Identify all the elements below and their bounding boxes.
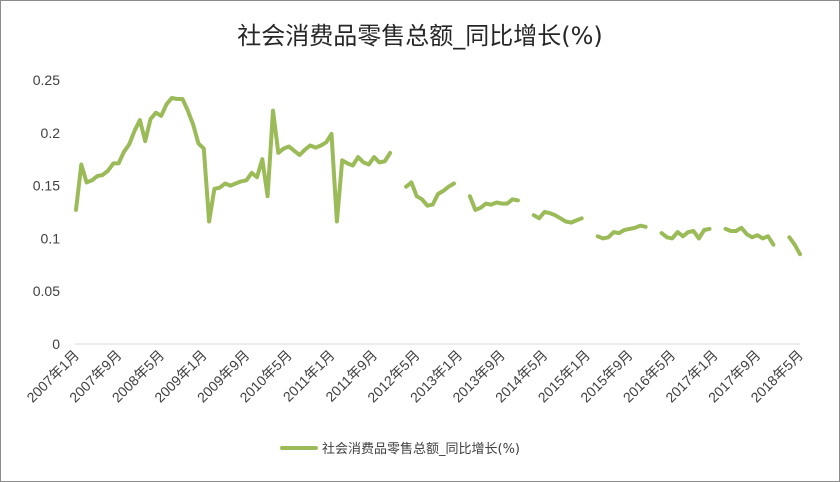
legend: 社会消费品零售总额_同比增长(%)	[280, 441, 520, 457]
y-tick-label: 0.25	[33, 72, 60, 88]
series-line-segment	[531, 210, 584, 225]
series-line-segment	[787, 235, 802, 257]
y-tick-label: 0.2	[41, 125, 61, 141]
x-axis: 2007年1月2007年9月2008年5月2009年1月2009年9月2010年…	[23, 347, 806, 406]
series-group	[74, 96, 802, 257]
y-axis: 0 0.05 0.1 0.15 0.2 0.25	[33, 72, 60, 352]
series-line-segment	[74, 96, 393, 224]
series-line-segment	[595, 223, 648, 241]
series-line-segment	[467, 194, 520, 212]
series-line-segment	[659, 226, 712, 241]
chart-title: 社会消费品零售总额_同比增长(%)	[237, 22, 603, 50]
y-tick-label: 0.05	[33, 283, 60, 299]
y-tick-label: 0.15	[33, 178, 60, 194]
legend-label: 社会消费品零售总额_同比增长(%)	[322, 441, 520, 457]
series-line-segment	[404, 180, 456, 208]
y-tick-label: 0	[52, 336, 60, 352]
series-line-segment	[723, 225, 776, 247]
y-tick-label: 0.1	[41, 230, 61, 246]
